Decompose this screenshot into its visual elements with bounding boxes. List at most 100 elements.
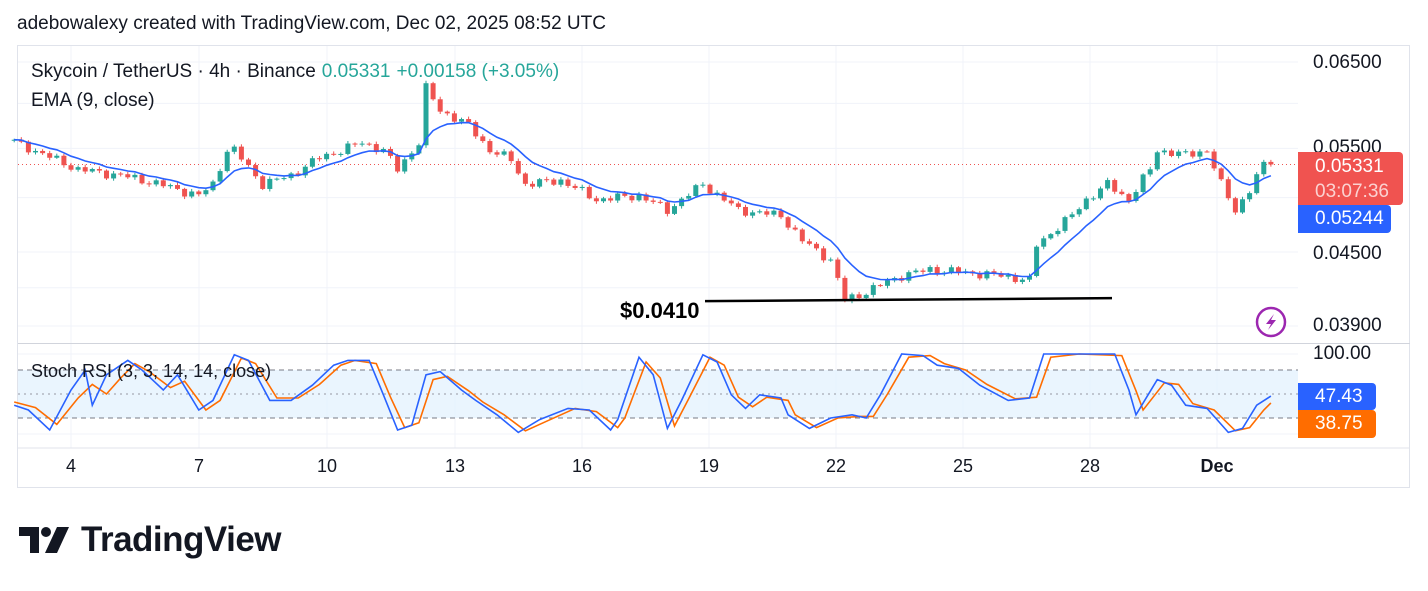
- candle-up: [537, 179, 543, 187]
- support-line: [704, 296, 1113, 303]
- candles: [11, 80, 1274, 304]
- candle-up: [1183, 151, 1189, 153]
- candle-down: [551, 179, 557, 185]
- candle-up: [1048, 234, 1054, 239]
- symbol-legend[interactable]: Skycoin / TetherUS · 4h · Binance 0.05331…: [31, 61, 559, 83]
- candle-up: [402, 159, 408, 172]
- candle-up: [274, 178, 280, 180]
- candle-up: [714, 192, 720, 194]
- candle-up: [210, 181, 216, 191]
- candle-down: [104, 170, 109, 179]
- candle-down: [743, 206, 748, 216]
- ema-value-label: 0.05244: [1298, 205, 1391, 233]
- candle-up: [1105, 180, 1111, 189]
- candle-up: [927, 267, 933, 272]
- stoch-k-label: 47.43: [1298, 383, 1376, 410]
- candle-up: [1147, 169, 1153, 175]
- candle-down: [991, 271, 997, 274]
- candle-down: [1204, 151, 1210, 153]
- candle-up: [345, 143, 351, 154]
- candle-down: [1232, 198, 1238, 213]
- candle-up: [913, 270, 919, 273]
- stoch-d-line: [13, 353, 1272, 432]
- candle-up: [359, 143, 365, 145]
- candle-down: [395, 155, 401, 172]
- candle-down: [430, 83, 436, 100]
- candle-down: [650, 200, 656, 202]
- candle-up: [1140, 174, 1146, 193]
- alert-lightning-icon[interactable]: [1255, 306, 1287, 338]
- candle-down: [530, 183, 535, 187]
- candle-down: [785, 217, 791, 228]
- candle-down: [295, 173, 301, 176]
- candle-down: [799, 229, 805, 242]
- candle-down: [366, 143, 372, 145]
- chart-credit: adebowalexy created with TradingView.com…: [17, 13, 606, 34]
- candle-up: [281, 178, 287, 180]
- candle-down: [1218, 168, 1224, 180]
- candle-up: [89, 169, 95, 172]
- ema-legend[interactable]: EMA (9, close): [31, 90, 155, 111]
- candle-down: [515, 161, 521, 174]
- candle-down: [508, 151, 514, 162]
- time-tick: 16: [571, 456, 593, 476]
- symbol-title: Skycoin / TetherUS · 4h · Binance: [31, 61, 316, 82]
- candle-up: [1254, 174, 1260, 194]
- candle-up: [217, 171, 223, 182]
- candle-down: [608, 198, 614, 201]
- candle-down: [175, 185, 180, 189]
- candle-down: [977, 273, 983, 279]
- candle-up: [693, 185, 699, 196]
- candle-up: [849, 294, 855, 301]
- candle-up: [1076, 209, 1082, 215]
- candle-up: [672, 206, 677, 214]
- candle-up: [203, 190, 209, 195]
- time-tick: 22: [825, 456, 847, 476]
- candle-down: [1190, 151, 1196, 157]
- candle-down: [473, 122, 479, 137]
- candle-down: [68, 165, 74, 170]
- candle-up: [700, 184, 706, 186]
- candle-down: [182, 188, 188, 197]
- candle-up: [1261, 161, 1267, 175]
- tradingview-logo[interactable]: TradingView: [19, 520, 282, 560]
- candle-up: [267, 178, 273, 189]
- candle-down: [125, 174, 131, 178]
- stoch-tick: 100.00: [1313, 343, 1372, 364]
- candle-up: [302, 166, 308, 176]
- candle-down: [572, 185, 578, 189]
- candle-down: [657, 201, 663, 203]
- candle-down: [835, 259, 841, 278]
- candle-up: [1005, 274, 1011, 277]
- stoch-legend[interactable]: Stoch RSI (3, 3, 14, 14, close): [31, 361, 272, 381]
- price-tick: 0.03900: [1313, 315, 1382, 336]
- candle-up: [885, 280, 890, 286]
- candle-down: [373, 144, 379, 153]
- candle-up: [686, 195, 692, 199]
- candle-up: [1133, 192, 1139, 202]
- candle-down: [487, 141, 493, 153]
- candle-up: [33, 150, 38, 153]
- candle-down: [821, 248, 827, 261]
- candle-up: [757, 211, 763, 213]
- candle-up: [1069, 214, 1075, 218]
- candle-up: [1019, 279, 1025, 282]
- candle-up: [558, 179, 564, 185]
- candle-down: [565, 179, 571, 186]
- candle-down: [466, 119, 472, 123]
- candle-down: [317, 158, 322, 160]
- candle-down: [1112, 180, 1118, 192]
- candle-down: [444, 111, 450, 114]
- candle-up: [338, 153, 344, 155]
- candle-down: [877, 285, 883, 287]
- candle-down: [40, 150, 46, 154]
- candle-up: [1098, 188, 1103, 199]
- candle-up: [1154, 152, 1160, 170]
- candle-down: [238, 146, 244, 160]
- time-tick: Dec: [1200, 456, 1234, 476]
- candle-down: [82, 167, 88, 172]
- candle-down: [451, 113, 457, 122]
- candle-down: [480, 136, 486, 142]
- candle-up: [636, 194, 642, 201]
